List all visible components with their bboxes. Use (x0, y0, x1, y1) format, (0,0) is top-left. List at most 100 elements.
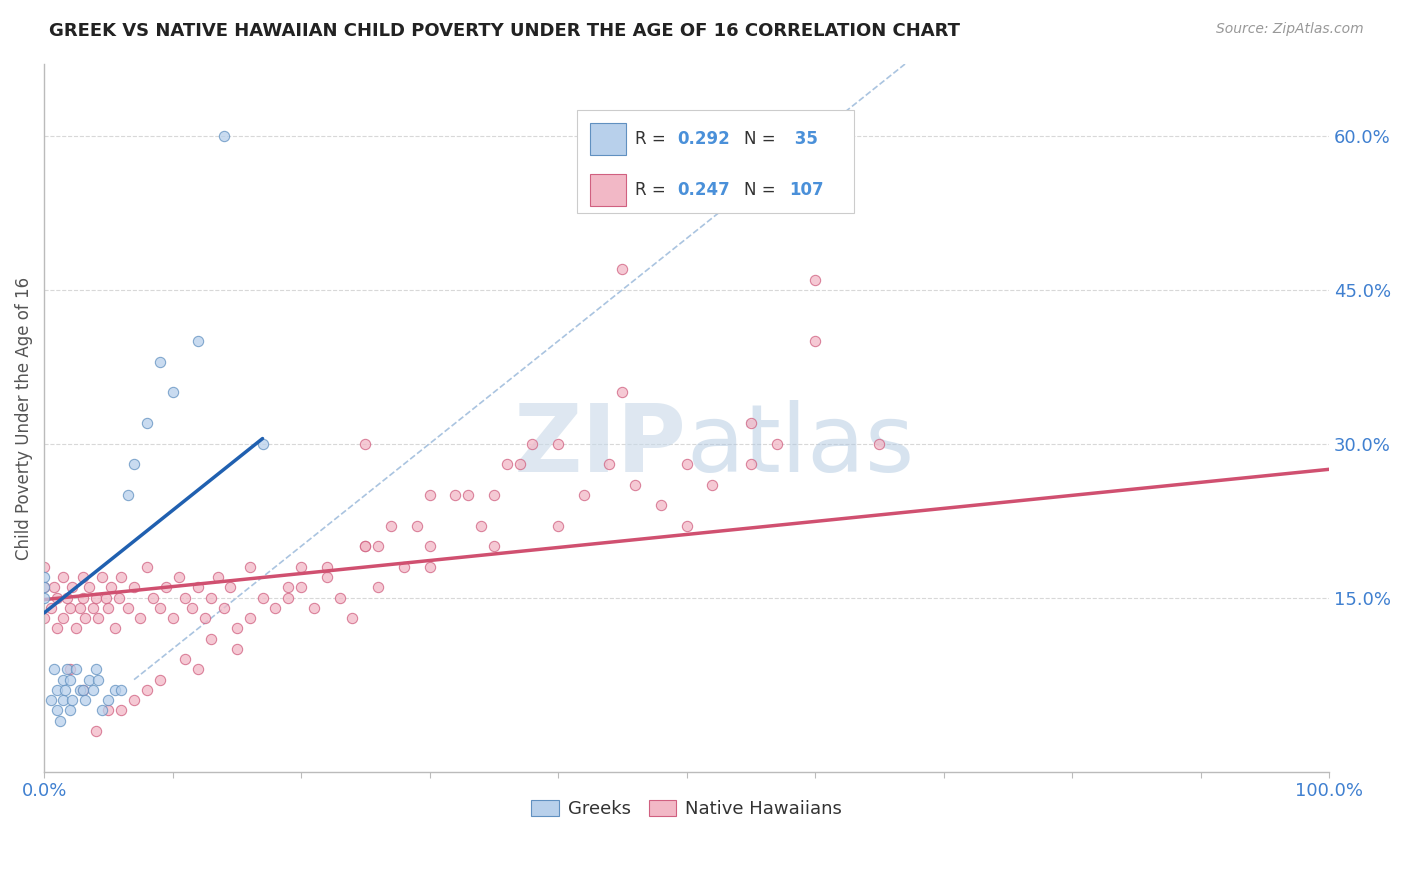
Point (419, 488, 441, 502)
Point (32, 580, 55, 594)
Point (97, 600, 120, 615)
Point (162, 611, 184, 625)
Point (117, 488, 139, 502)
Point (94, 591, 117, 605)
Text: atlas: atlas (686, 401, 915, 492)
Point (32, 580, 55, 594)
Point (46, 703, 69, 717)
Text: 0.292: 0.292 (678, 130, 730, 148)
Point (135, 416, 157, 430)
Point (104, 621, 127, 635)
Point (110, 703, 132, 717)
Point (82, 682, 104, 697)
Point (84, 591, 107, 605)
Point (180, 600, 202, 615)
Point (90, 703, 112, 717)
Point (52, 693, 75, 707)
Point (84, 723, 107, 738)
Point (547, 436, 569, 450)
Point (509, 457, 531, 471)
Point (39, 693, 62, 707)
Point (84, 662, 107, 676)
Point (329, 591, 352, 605)
Point (75, 693, 97, 707)
Point (264, 600, 287, 615)
Point (212, 600, 235, 615)
Point (60, 693, 83, 707)
Point (149, 600, 172, 615)
Point (482, 488, 505, 502)
Point (32, 611, 55, 625)
Point (239, 559, 262, 574)
Point (367, 539, 389, 553)
Point (457, 488, 479, 502)
Point (354, 539, 377, 553)
Legend: Greeks, Native Hawaiians: Greeks, Native Hawaiians (524, 792, 849, 825)
Point (32, 591, 55, 605)
Point (59, 662, 82, 676)
Point (142, 591, 165, 605)
Point (765, 436, 787, 450)
Point (572, 488, 595, 502)
Point (612, 385, 634, 400)
Point (470, 518, 492, 533)
Point (495, 457, 517, 471)
Point (290, 580, 312, 594)
Point (97, 693, 120, 707)
Point (60, 580, 83, 594)
Text: R =: R = (636, 181, 671, 199)
Point (444, 488, 467, 502)
Point (187, 662, 209, 676)
Text: N =: N = (744, 181, 782, 199)
Point (122, 580, 145, 594)
Point (100, 580, 122, 594)
Point (52, 570, 75, 584)
Point (135, 559, 157, 574)
Text: ZIP: ZIP (513, 401, 686, 492)
Point (290, 559, 312, 574)
Point (110, 682, 132, 697)
Point (252, 436, 274, 450)
Point (167, 570, 190, 584)
Point (702, 477, 724, 491)
Point (52, 611, 75, 625)
Point (122, 457, 145, 471)
Text: 0.247: 0.247 (678, 181, 730, 199)
Point (46, 621, 69, 635)
Point (650, 498, 672, 512)
Point (194, 611, 217, 625)
Point (207, 570, 229, 584)
Point (522, 436, 544, 450)
Point (75, 611, 97, 625)
Point (547, 518, 569, 533)
Point (277, 591, 299, 605)
Point (342, 611, 364, 625)
Point (72, 570, 94, 584)
Point (252, 591, 274, 605)
Point (72, 682, 94, 697)
Point (32, 570, 55, 584)
Point (200, 591, 222, 605)
Point (612, 262, 634, 277)
Point (97, 703, 120, 717)
Point (598, 457, 620, 471)
Point (44, 580, 66, 594)
Point (419, 539, 441, 553)
Point (302, 600, 325, 615)
Point (354, 436, 377, 450)
Point (419, 559, 441, 574)
Point (87, 611, 110, 625)
Point (56, 591, 79, 605)
Point (52, 673, 75, 687)
Point (187, 334, 209, 348)
Point (87, 673, 110, 687)
Point (740, 416, 762, 430)
Point (122, 693, 145, 707)
FancyBboxPatch shape (578, 110, 853, 212)
Point (59, 703, 82, 717)
Point (59, 600, 82, 615)
Bar (591, 123, 626, 154)
Point (117, 600, 139, 615)
Point (72, 682, 94, 697)
Point (129, 611, 152, 625)
